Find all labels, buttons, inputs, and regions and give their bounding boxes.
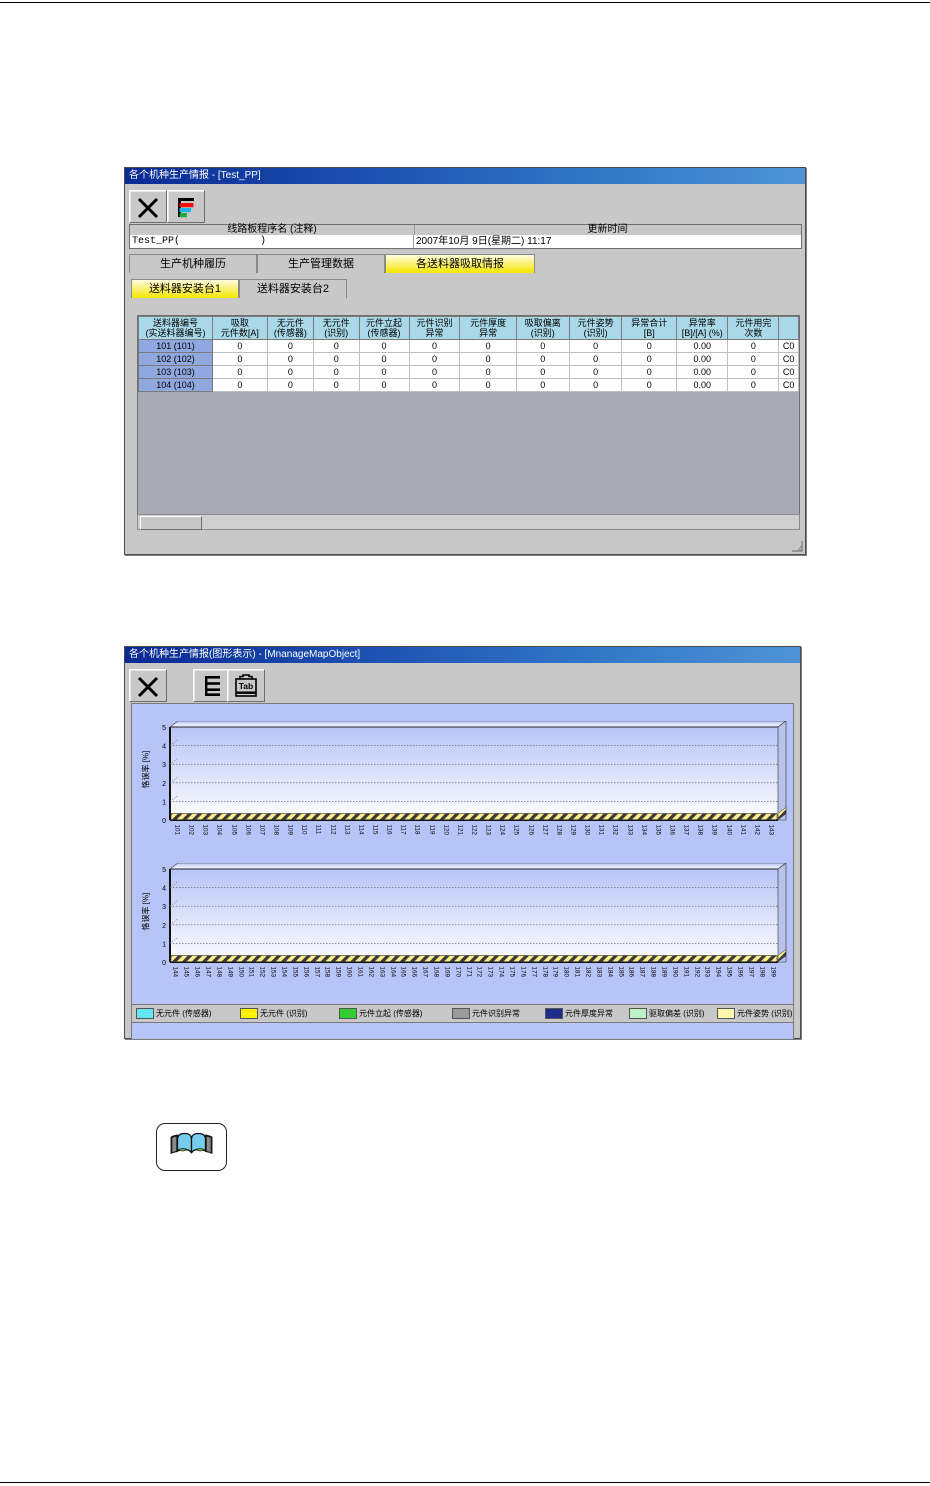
svg-text:4: 4 [162,744,166,751]
svg-text:1: 1 [162,799,166,806]
svg-text:Tab: Tab [239,681,253,691]
svg-text:1: 1 [162,941,166,948]
svg-text:0: 0 [162,818,166,825]
svg-text:3: 3 [162,904,166,911]
svg-text:0: 0 [162,960,166,967]
svg-text:2: 2 [162,923,166,930]
svg-text:3: 3 [162,762,166,769]
svg-text:5: 5 [162,725,166,732]
svg-text:5: 5 [162,867,166,874]
svg-text:4: 4 [162,886,166,893]
svg-text:2: 2 [162,781,166,788]
